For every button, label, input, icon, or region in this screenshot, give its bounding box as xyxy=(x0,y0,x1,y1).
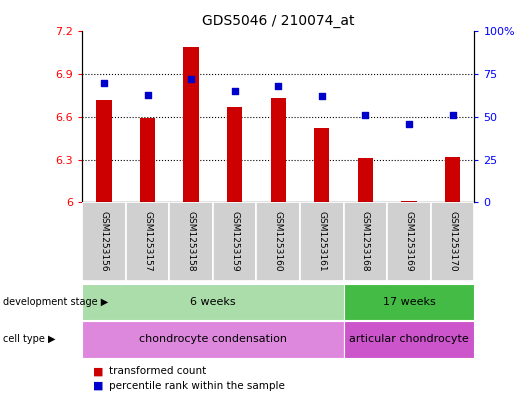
Bar xyxy=(82,202,126,281)
Bar xyxy=(169,202,213,281)
Text: chondrocyte condensation: chondrocyte condensation xyxy=(139,334,287,344)
Point xyxy=(317,93,326,99)
Point xyxy=(143,92,152,98)
Bar xyxy=(343,321,474,358)
Text: ■: ■ xyxy=(93,366,103,376)
Bar xyxy=(401,201,417,202)
Text: transformed count: transformed count xyxy=(109,366,206,376)
Bar xyxy=(431,202,474,281)
Text: cell type ▶: cell type ▶ xyxy=(3,334,55,344)
Text: ■: ■ xyxy=(93,381,103,391)
Text: 6 weeks: 6 weeks xyxy=(190,297,236,307)
Bar xyxy=(445,157,460,202)
Bar xyxy=(387,202,431,281)
Text: GSM1253161: GSM1253161 xyxy=(317,211,326,272)
Text: GSM1253156: GSM1253156 xyxy=(100,211,109,272)
Text: GSM1253168: GSM1253168 xyxy=(361,211,370,272)
Point xyxy=(361,112,369,118)
Point xyxy=(448,112,457,118)
Text: percentile rank within the sample: percentile rank within the sample xyxy=(109,381,285,391)
Text: development stage ▶: development stage ▶ xyxy=(3,297,108,307)
Text: GSM1253157: GSM1253157 xyxy=(143,211,152,272)
Text: GSM1253169: GSM1253169 xyxy=(404,211,413,272)
Bar xyxy=(82,284,343,320)
Bar xyxy=(183,47,199,202)
Bar xyxy=(257,202,300,281)
Text: 17 weeks: 17 weeks xyxy=(383,297,435,307)
Bar xyxy=(140,118,155,202)
Text: GSM1253160: GSM1253160 xyxy=(274,211,282,272)
Text: articular chondrocyte: articular chondrocyte xyxy=(349,334,469,344)
Bar xyxy=(227,107,242,202)
Point xyxy=(405,121,413,127)
Point xyxy=(187,76,196,83)
Text: GSM1253159: GSM1253159 xyxy=(230,211,239,272)
Text: GSM1253158: GSM1253158 xyxy=(187,211,196,272)
Bar xyxy=(300,202,343,281)
Bar xyxy=(343,284,474,320)
Bar xyxy=(82,321,343,358)
Title: GDS5046 / 210074_at: GDS5046 / 210074_at xyxy=(202,14,355,28)
Point xyxy=(100,79,108,86)
Bar xyxy=(96,100,111,202)
Bar xyxy=(343,202,387,281)
Text: GSM1253170: GSM1253170 xyxy=(448,211,457,272)
Point xyxy=(274,83,282,89)
Bar xyxy=(271,98,286,202)
Bar xyxy=(358,158,373,202)
Point xyxy=(231,88,239,94)
Bar xyxy=(213,202,257,281)
Bar xyxy=(126,202,169,281)
Bar xyxy=(314,129,330,202)
